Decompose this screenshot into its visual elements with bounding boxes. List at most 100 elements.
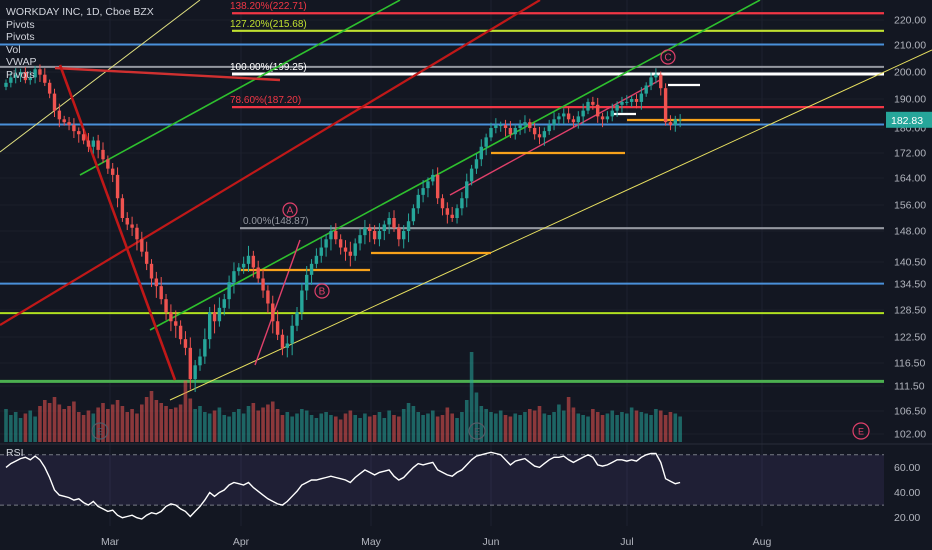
candle-body xyxy=(392,218,396,228)
candle-body xyxy=(57,110,62,120)
candle-body xyxy=(140,239,144,252)
candle-body xyxy=(426,181,430,189)
volume-bar xyxy=(591,409,595,442)
candle-body xyxy=(271,303,275,322)
volume-bar xyxy=(130,409,134,442)
volume-bar xyxy=(387,410,391,442)
earnings-marker[interactable] xyxy=(91,422,109,440)
volume-bar xyxy=(154,400,159,442)
volume-bar xyxy=(193,409,197,442)
volume-bar xyxy=(52,397,57,442)
volume-bar xyxy=(348,410,353,442)
candle-body xyxy=(246,255,251,264)
volume-bar xyxy=(358,418,362,442)
candle-body xyxy=(319,247,323,256)
volume-bar xyxy=(528,409,532,442)
candle-body xyxy=(644,85,648,94)
earnings-marker[interactable] xyxy=(468,422,486,440)
volume-bar xyxy=(513,413,518,442)
candle-body xyxy=(300,290,304,313)
candle-body xyxy=(450,214,454,218)
candle-body xyxy=(382,224,386,231)
earnings-marker[interactable] xyxy=(852,422,870,440)
candle-body xyxy=(266,290,270,304)
candle-body xyxy=(460,198,464,209)
volume-bar xyxy=(392,415,396,442)
study-vol[interactable]: Vol xyxy=(6,43,21,56)
volume-bar xyxy=(270,401,275,442)
candle-body xyxy=(125,218,129,225)
price-tick-label: 164.00 xyxy=(894,173,926,185)
candle-body xyxy=(377,231,382,240)
x-tick-label: Aug xyxy=(753,536,772,548)
volume-bar xyxy=(377,412,382,442)
volume-bar xyxy=(237,409,241,442)
candle-body xyxy=(605,116,610,120)
volume-bar xyxy=(625,413,629,442)
fib-level-label: 78.60%(187.20) xyxy=(230,95,301,106)
volume-bar xyxy=(18,418,23,442)
volume-bar xyxy=(280,415,285,442)
study-vwap[interactable]: VWAP xyxy=(6,56,37,69)
candle-body xyxy=(232,271,236,283)
study-pivots-3[interactable]: Pivots xyxy=(6,68,35,81)
candle-body xyxy=(678,119,682,121)
candle-body xyxy=(508,128,513,135)
candle-body xyxy=(193,365,197,380)
candle-body xyxy=(72,125,76,132)
candle-body xyxy=(203,339,207,357)
price-tick-label: 116.50 xyxy=(894,358,925,370)
candle-body xyxy=(562,113,566,117)
candle-body xyxy=(285,343,289,348)
volume-bar xyxy=(266,404,270,442)
candle-body xyxy=(149,263,154,279)
volume-bar xyxy=(634,410,639,442)
volume-bar xyxy=(576,413,581,442)
volume-bar xyxy=(67,406,71,442)
volume-bar xyxy=(319,413,324,442)
volume-bar xyxy=(38,406,42,442)
candle-body xyxy=(542,131,547,138)
candle-body xyxy=(314,255,319,264)
volume-bar xyxy=(663,415,668,442)
price-tick-label: 102.00 xyxy=(894,429,926,441)
price-tick-label: 128.50 xyxy=(894,305,926,317)
candle-body xyxy=(329,231,333,240)
candle-body xyxy=(629,99,634,102)
volume-bar xyxy=(571,407,576,442)
volume-bar xyxy=(261,407,265,442)
volume-bar xyxy=(566,397,571,442)
pattern-point-label: B xyxy=(319,287,326,298)
volume-bar xyxy=(9,415,13,442)
volume-bar xyxy=(649,415,653,442)
study-pivots-2[interactable]: Pivots xyxy=(6,31,35,44)
rsi-pane xyxy=(0,444,884,526)
volume-bar xyxy=(426,413,430,442)
volume-bar xyxy=(314,418,319,442)
last-price-badge xyxy=(886,111,932,128)
volume-bar xyxy=(416,412,421,442)
volume-bar xyxy=(140,404,144,442)
volume-bar xyxy=(178,404,183,442)
candle-body xyxy=(489,128,493,138)
volume-bar xyxy=(4,409,8,442)
volume-bar xyxy=(537,406,542,442)
candle-body xyxy=(144,251,149,264)
candle-body xyxy=(387,218,391,225)
candle-body xyxy=(33,69,37,78)
earnings-marker-label: E xyxy=(858,427,864,437)
candle-body xyxy=(135,227,139,240)
study-pivots-1[interactable]: Pivots xyxy=(6,18,35,31)
candle-body xyxy=(581,110,585,117)
volume-bar xyxy=(644,413,648,442)
volume-bar xyxy=(81,415,86,442)
volume-bar xyxy=(552,412,556,442)
volume-bar xyxy=(484,409,488,442)
volume-bar xyxy=(198,406,202,442)
volume-bar xyxy=(334,416,338,442)
volume-bar xyxy=(450,413,454,442)
volume-bar xyxy=(489,412,493,442)
volume-bar xyxy=(338,419,343,442)
volume-bar xyxy=(586,416,590,442)
